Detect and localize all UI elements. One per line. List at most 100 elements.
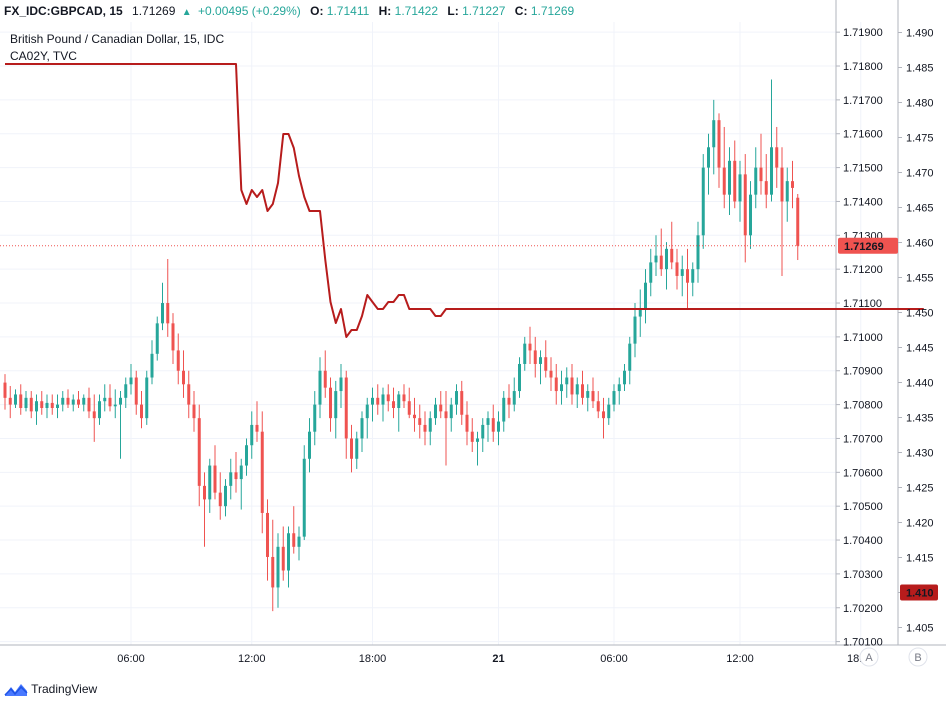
candle-body	[733, 160, 737, 202]
candle-body	[575, 384, 579, 395]
candle-body	[229, 472, 233, 486]
price-tick-label: 1.71000	[843, 332, 883, 344]
candle-body	[323, 370, 327, 388]
yield-tick-label: 1.415	[906, 553, 934, 565]
yield-tick-label: 1.460	[906, 238, 934, 250]
up-arrow-icon: ▲	[181, 7, 192, 18]
candle-body	[591, 391, 595, 402]
symbol-label[interactable]: FX_IDC:GBPCAD, 15	[4, 4, 123, 18]
candle-body	[35, 401, 38, 412]
yield-tick-label: 1.485	[906, 63, 934, 75]
yield-tick-label: 1.480	[906, 98, 934, 110]
candle-body	[308, 431, 311, 459]
low-value: 1.71227	[462, 4, 506, 18]
yield-tick-label: 1.440	[906, 378, 934, 390]
auto-scale-label: A	[865, 652, 873, 664]
candle-body	[140, 404, 143, 419]
price-tick-label: 1.71600	[843, 129, 883, 141]
candle-body	[549, 370, 553, 378]
candle-body	[402, 394, 406, 402]
candle-body	[455, 391, 458, 405]
time-tick-label: 12:00	[238, 653, 266, 665]
price-axis[interactable]: 1.71900 1.71800 1.71700 1.71600 1.71500 1.714…	[836, 27, 883, 649]
time-tick-label: 06:00	[600, 653, 628, 665]
candle-body	[717, 120, 721, 168]
candle-body	[738, 174, 742, 202]
candle-body	[82, 397, 86, 405]
high-label: H:	[378, 4, 392, 18]
candle-body	[260, 431, 264, 513]
candle-body	[770, 147, 773, 195]
yield-axis[interactable]: 1.490 1.485 1.480 1.475 1.470 1.465 1.460 1.455…	[898, 28, 934, 635]
candle-body	[565, 377, 569, 385]
candle-body	[271, 556, 275, 588]
candle-body	[250, 424, 254, 446]
chart-title: British Pound / Canadian Dollar, 15, IDC	[10, 32, 224, 46]
yield-tick-label: 1.465	[906, 203, 934, 215]
close-value: 1.71269	[530, 4, 575, 18]
candle-body	[628, 343, 632, 371]
candle-body	[644, 282, 647, 310]
last-value: 1.71269	[132, 4, 176, 18]
candle-body	[103, 397, 107, 402]
yield-tick-label: 1.405	[906, 623, 934, 635]
candle-body	[66, 397, 70, 405]
candle-body	[14, 394, 17, 405]
candle-body	[596, 401, 600, 412]
candle-body	[171, 323, 175, 351]
candle-body	[224, 485, 227, 507]
candle-body	[754, 167, 758, 195]
candle-body	[134, 377, 138, 405]
candle-body	[203, 485, 206, 500]
candle-body	[313, 404, 317, 432]
candle-body	[255, 424, 259, 432]
candle-body	[486, 418, 490, 425]
candle-body	[155, 323, 159, 354]
candle-body	[413, 414, 416, 419]
yield-tick-label: 1.470	[906, 168, 934, 180]
last-price-tag-label: 1.71269	[844, 241, 884, 253]
low-label: L:	[447, 4, 459, 18]
candle-body	[176, 350, 180, 371]
yield-tick-label: 1.490	[906, 28, 934, 40]
candle-body	[213, 465, 217, 493]
auto-scale-button[interactable]: A	[859, 647, 879, 667]
candle-body	[607, 404, 611, 419]
candle-body	[339, 377, 343, 392]
brand-label: TradingView	[31, 682, 98, 696]
candle-body	[3, 382, 7, 398]
candle-body	[701, 167, 705, 236]
time-tick-label: 18:00	[359, 653, 387, 665]
high-value: 1.71422	[394, 4, 439, 18]
chart-subtitle: CA02Y, TVC	[10, 49, 77, 63]
candle-body	[92, 411, 96, 419]
price-tick-label: 1.71100	[843, 298, 882, 310]
price-tick-label: 1.70900	[843, 366, 883, 378]
candle-body	[350, 438, 353, 459]
candle-body	[796, 197, 800, 246]
price-tick-label: 1.70700	[843, 433, 883, 445]
yield-tick-label: 1.475	[906, 133, 934, 145]
candle-body	[659, 255, 663, 270]
candle-body	[360, 418, 364, 439]
symbol-header: FX_IDC:GBPCAD, 15 1.71269 ▲ +0.00495 (+0…	[0, 0, 946, 22]
candle-body	[423, 424, 427, 432]
tradingview-logo-icon	[4, 683, 28, 696]
candle-body	[8, 397, 12, 405]
candle-body	[145, 377, 149, 419]
candle-body	[649, 262, 653, 283]
log-scale-label: B	[914, 652, 921, 664]
candle-body	[239, 465, 243, 480]
candle-body	[302, 458, 306, 537]
candle-body	[544, 357, 548, 371]
candle-body	[218, 492, 222, 507]
yield-tick-label: 1.445	[906, 343, 934, 355]
log-scale-button[interactable]: B	[908, 647, 928, 667]
candle-body	[287, 533, 290, 571]
price-tick-label: 1.70600	[843, 467, 883, 479]
brand-footer[interactable]: TradingView	[4, 678, 97, 700]
candle-body	[61, 397, 65, 405]
candle-body	[234, 472, 238, 480]
